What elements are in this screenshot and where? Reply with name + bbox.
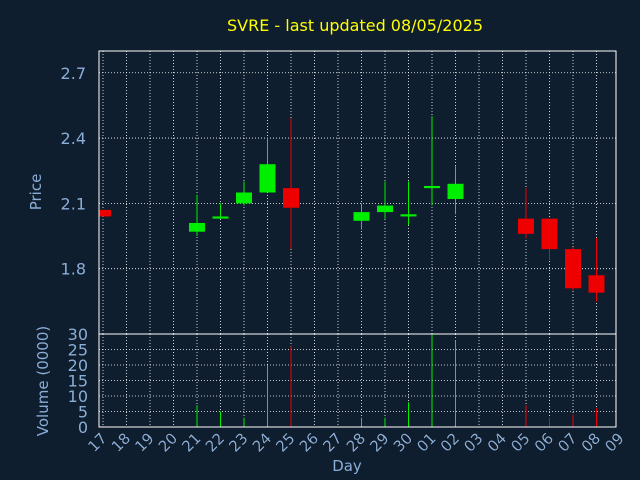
candle-24 — [259, 138, 276, 193]
candle-22 — [212, 203, 229, 219]
candle-body — [189, 222, 205, 232]
candle-body — [259, 164, 276, 193]
candle-25 — [283, 118, 299, 250]
price-tick-label: 2.7 — [61, 64, 86, 83]
candle-body — [283, 188, 299, 208]
price-candles — [99, 116, 605, 302]
volume-tick-label: 10 — [68, 387, 88, 406]
volume-bars — [102, 334, 597, 427]
candle-01 — [424, 116, 440, 206]
candle-30 — [400, 181, 417, 226]
price-axis-label: Price — [27, 174, 45, 211]
candle-body — [377, 205, 393, 213]
candle-body — [565, 249, 581, 289]
candle-08 — [588, 238, 605, 302]
price-tick-label: 2.4 — [61, 129, 86, 148]
volume-plot-frame — [98, 333, 617, 428]
candle-06 — [541, 218, 558, 260]
candle-23 — [236, 181, 252, 206]
volume-tick-label: 5 — [78, 403, 88, 422]
volume-tick-label: 15 — [68, 372, 88, 391]
candle-body — [518, 218, 534, 234]
price-tick-label: 2.1 — [61, 194, 86, 213]
candle-17 — [99, 209, 111, 217]
candle-body — [541, 218, 558, 250]
candle-body — [400, 214, 417, 217]
candle-body — [212, 216, 229, 219]
volume-tick-label: 20 — [68, 356, 88, 375]
candle-05 — [518, 188, 534, 239]
candle-body — [588, 275, 605, 293]
volume-tick-label: 0 — [78, 418, 88, 437]
candle-07 — [565, 246, 581, 291]
price-y-ticks: 1.8 2.1 2.4 2.7 — [61, 64, 86, 279]
candle-02 — [447, 166, 464, 215]
day-axis-label: Day — [332, 457, 362, 475]
candle-29 — [377, 181, 393, 219]
volume-tick-label: 30 — [68, 325, 88, 344]
price-tick-label: 1.8 — [61, 260, 86, 279]
candle-body — [424, 185, 440, 189]
day-axis-ticks: 1718192021222324252627282930010203040506… — [84, 429, 628, 456]
candle-28 — [353, 203, 370, 230]
volume-tick-label: 25 — [68, 341, 88, 360]
candle-body — [447, 183, 464, 200]
chart-title: SVRE - last updated 08/05/2025 — [227, 16, 483, 35]
price-panel: 1.8 2.1 2.4 2.7 Price — [27, 50, 617, 335]
candle-body — [99, 209, 111, 217]
volume-axis-label: Volume (0000) — [34, 326, 52, 436]
candle-21 — [189, 194, 205, 237]
candle-body — [236, 192, 252, 204]
candle-body — [353, 212, 370, 221]
